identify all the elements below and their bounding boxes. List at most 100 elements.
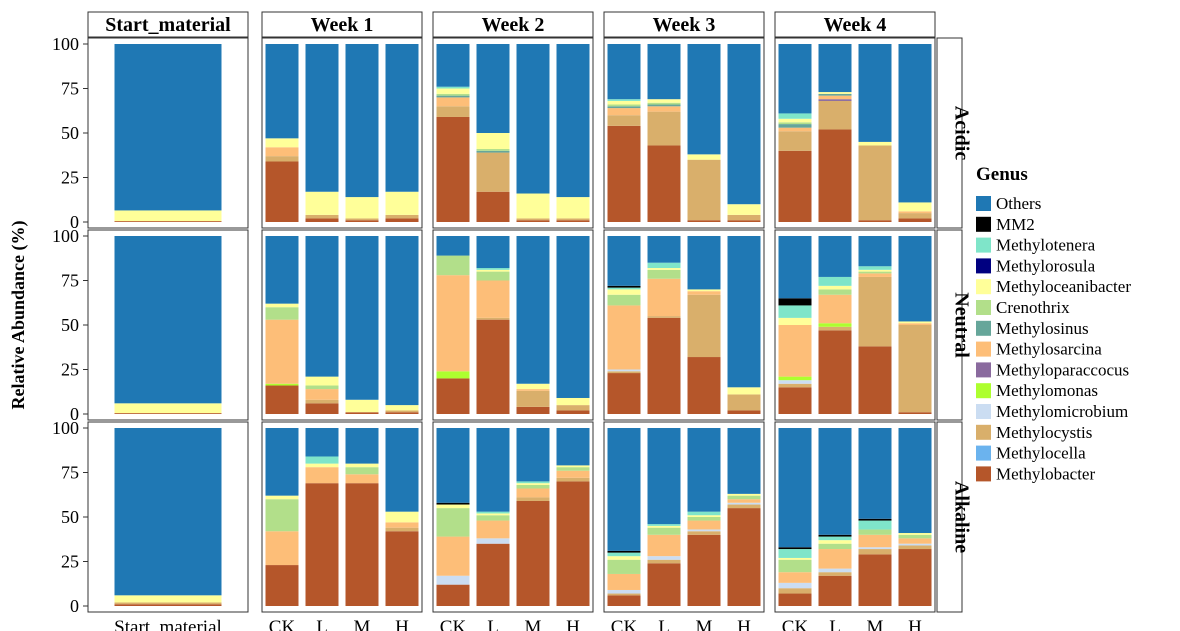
legend-swatch-others bbox=[976, 196, 991, 211]
panel-border bbox=[774, 37, 936, 229]
bar-segment-methylomicrobium bbox=[476, 538, 510, 544]
legend-label-methylocystis: Methylocystis bbox=[996, 423, 1092, 442]
y-tick-label: 0 bbox=[70, 596, 79, 616]
bar-segment-methylotenera bbox=[687, 511, 721, 516]
bar-segment-methylosarcina bbox=[647, 278, 681, 317]
legend-swatch-crenothrix bbox=[976, 300, 991, 315]
y-tick-label: 25 bbox=[61, 360, 79, 380]
bar-segment-methylosarcina bbox=[556, 470, 590, 478]
bar-segment-methylobacter bbox=[114, 221, 222, 222]
bar-segment-methyloceanibacter bbox=[687, 515, 721, 517]
bar-segment-others bbox=[556, 428, 590, 466]
bar-segment-methylocystis bbox=[345, 218, 379, 221]
facet-strip-start-material bbox=[87, 11, 249, 38]
bar-segment-methylosarcina bbox=[818, 294, 852, 324]
bar-segment-methyloceanibacter bbox=[385, 405, 419, 411]
y-tick-label: 0 bbox=[70, 404, 79, 424]
bar-segment-methyloceanibacter bbox=[556, 197, 590, 219]
bar-segment-crenothrix bbox=[647, 527, 681, 535]
bar-segment-methylobacter bbox=[687, 534, 721, 606]
bar-segment-methyloceanibacter bbox=[778, 557, 812, 560]
row-strip-acidic bbox=[936, 37, 963, 229]
bar-segment-methyloceanibacter bbox=[385, 191, 419, 215]
facet-label-week-4: Week 4 bbox=[824, 14, 887, 36]
bar-segment-methyloparaccocus bbox=[818, 99, 852, 101]
bar-segment-methylocystis bbox=[114, 602, 222, 605]
bar-segment-others bbox=[818, 236, 852, 277]
bar-segment-methylosarcina bbox=[265, 531, 299, 566]
x-tick-label: H bbox=[908, 617, 922, 631]
bar-segment-methylocystis bbox=[607, 115, 641, 126]
legend-label-mm2: MM2 bbox=[996, 215, 1035, 234]
bar-segment-methylocystis bbox=[818, 326, 852, 331]
bar-segment-others bbox=[687, 428, 721, 512]
bar-segment-methylosarcina bbox=[858, 534, 892, 548]
bar-segment-methylomicrobium bbox=[687, 529, 721, 532]
panel-border bbox=[261, 229, 423, 421]
bar-segment-crenothrix bbox=[898, 534, 932, 539]
x-tick-label: Start_material bbox=[114, 617, 222, 631]
y-axis-title: Relative Abundance (%) bbox=[8, 220, 29, 409]
bar-segment-others bbox=[385, 236, 419, 406]
bar-segment-methylobacter bbox=[516, 500, 550, 606]
bar-segment-methyloceanibacter bbox=[265, 303, 299, 308]
x-tick-label: M bbox=[696, 617, 713, 631]
bar-segment-crenothrix bbox=[436, 93, 470, 96]
bar-segment-crenothrix bbox=[818, 543, 852, 550]
bar-segment-methylobacter bbox=[898, 549, 932, 606]
panel-border bbox=[603, 37, 765, 229]
bar-segment-methylobacter bbox=[114, 413, 222, 414]
bar-segment-methylobacter bbox=[476, 319, 510, 414]
bar-segment-methylobacter bbox=[345, 483, 379, 606]
bar-segment-methylosarcina bbox=[607, 573, 641, 590]
bar-segment-methylocystis bbox=[858, 549, 892, 555]
bar-segment-methylocystis bbox=[385, 527, 419, 532]
bar-segment-methyloceanibacter bbox=[778, 317, 812, 325]
bar-segment-methylosarcina bbox=[436, 275, 470, 372]
bar-segment-methylocystis bbox=[858, 145, 892, 221]
x-tick-label: L bbox=[829, 617, 841, 631]
panel-border bbox=[261, 37, 423, 229]
bar-segment-others bbox=[647, 236, 681, 263]
bar-segment-methylobacter bbox=[305, 218, 339, 222]
bar-segment-methylosarcina bbox=[516, 488, 550, 498]
bar-segment-methyloceanibacter bbox=[516, 193, 550, 219]
bar-segment-methylobacter bbox=[778, 593, 812, 606]
facet-label-week-2: Week 2 bbox=[482, 14, 545, 36]
bar-segment-methylobacter bbox=[556, 481, 590, 606]
bar-segment-others bbox=[556, 44, 590, 198]
bar-segment-others bbox=[436, 44, 470, 87]
bar-segment-methyloceanibacter bbox=[607, 556, 641, 560]
bar-segment-methyloceanibacter bbox=[385, 511, 419, 523]
bar-segment-methylocystis bbox=[727, 394, 761, 411]
legend-label-methylorosula: Methylorosula bbox=[996, 256, 1096, 275]
bar-segment-methylosarcina bbox=[778, 572, 812, 583]
legend-label-methylocella: Methylocella bbox=[996, 444, 1086, 463]
bar-segment-crenothrix bbox=[265, 499, 299, 532]
bar-segment-methylosinus bbox=[647, 104, 681, 107]
bar-segment-methylobacter bbox=[607, 125, 641, 222]
bar-segment-mm2 bbox=[778, 298, 812, 306]
x-tick-label: H bbox=[395, 617, 409, 631]
row-label-acidic: Acidic bbox=[951, 106, 973, 161]
x-tick-label: L bbox=[316, 617, 328, 631]
row-strip-alkaline bbox=[936, 421, 963, 613]
bar-segment-methylotenera bbox=[305, 456, 339, 464]
y-tick-label: 25 bbox=[61, 552, 79, 572]
bar-segment-methylosarcina bbox=[898, 323, 932, 325]
panel-border bbox=[774, 229, 936, 421]
bar-segment-crenothrix bbox=[727, 495, 761, 500]
bar-segment-mm2 bbox=[818, 534, 852, 537]
bar-segment-crenothrix bbox=[647, 269, 681, 279]
bar-segment-others bbox=[727, 428, 761, 494]
bar-segment-methyloceanibacter bbox=[265, 495, 299, 500]
bar-segment-others bbox=[385, 44, 419, 192]
bar-segment-methylobacter bbox=[898, 218, 932, 222]
bar-segment-methylotenera bbox=[647, 524, 681, 526]
bar-segment-others bbox=[436, 236, 470, 256]
bar-segment-methylosinus bbox=[607, 106, 641, 109]
y-tick-label: 25 bbox=[61, 168, 79, 188]
bar-segment-crenothrix bbox=[858, 271, 892, 274]
y-tick-label: 75 bbox=[61, 271, 79, 291]
bar-segment-methylocystis bbox=[305, 214, 339, 219]
